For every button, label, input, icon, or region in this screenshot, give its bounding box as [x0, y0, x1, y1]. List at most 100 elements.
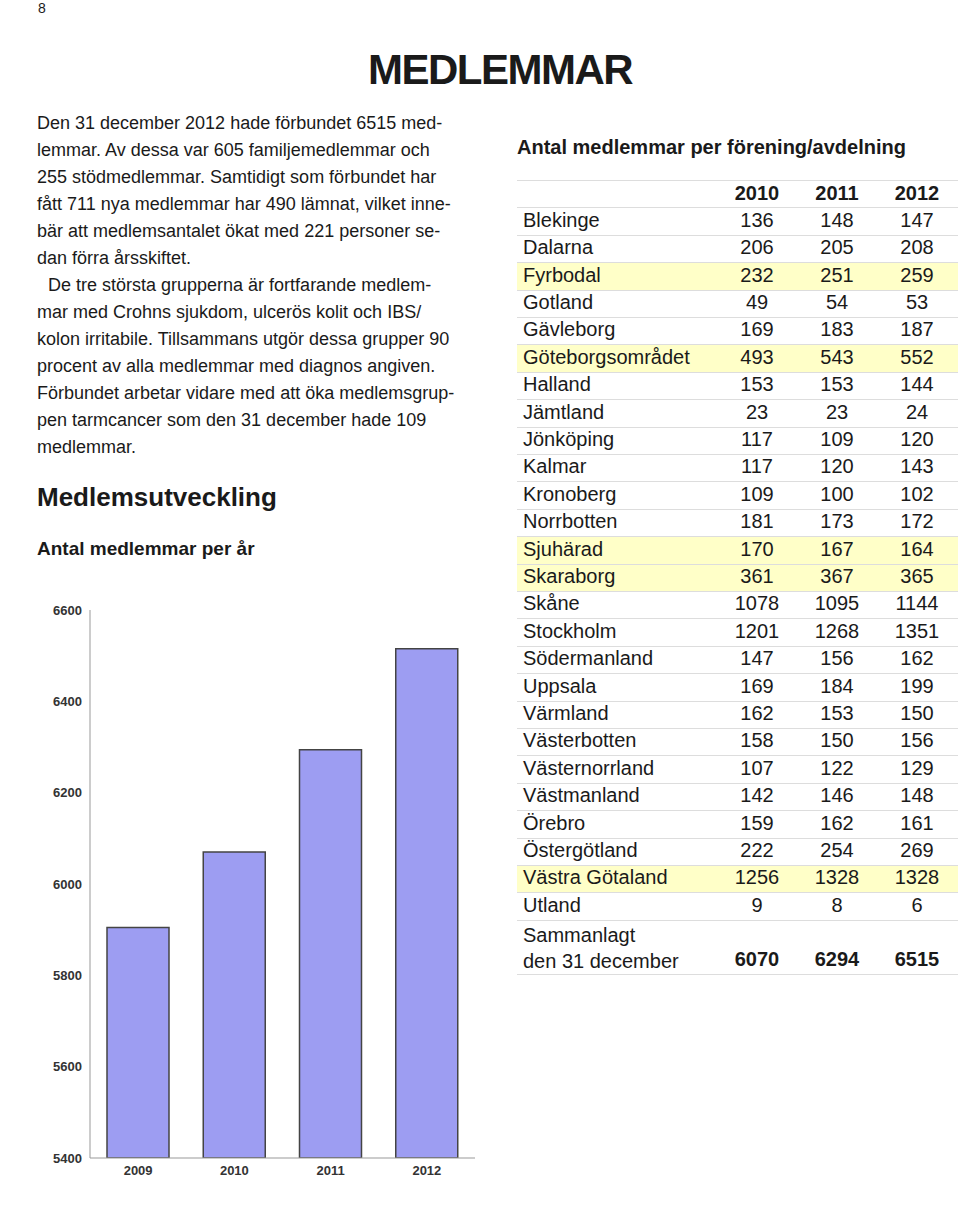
html-text:173: 173 — [820, 510, 854, 533]
html-text:150: 150 — [820, 729, 854, 752]
html-text:Västerbotten: Västerbotten — [523, 729, 637, 752]
html-text:102: 102 — [900, 482, 934, 505]
html-text:Dalarna: Dalarna — [523, 236, 593, 259]
html-text:161: 161 — [900, 811, 934, 834]
html-text:199: 199 — [900, 674, 934, 697]
html-text:144: 144 — [900, 373, 934, 396]
html-text:129: 129 — [900, 756, 934, 779]
html-text:120: 120 — [820, 455, 854, 478]
html-text:1201: 1201 — [734, 619, 780, 642]
html-text:1095: 1095 — [814, 592, 860, 615]
html-text:Blekinge: Blekinge — [523, 208, 600, 231]
html-text:493: 493 — [740, 345, 774, 368]
html-text:208: 208 — [900, 236, 934, 259]
html-text:159: 159 — [740, 811, 774, 834]
html-text:Sammanlagt: Sammanlagt — [523, 923, 636, 946]
html-text:206: 206 — [740, 236, 774, 259]
html-text:Utland: Utland — [523, 893, 581, 916]
html-text:147: 147 — [740, 647, 774, 670]
html-text:170: 170 — [740, 537, 774, 560]
html-text:1256: 1256 — [734, 866, 780, 889]
html-text:148: 148 — [820, 208, 854, 231]
html-text:181: 181 — [740, 510, 774, 533]
html-text:Västmanland: Västmanland — [523, 784, 640, 807]
html-text:167: 167 — [820, 537, 854, 560]
html-text:23: 23 — [745, 400, 769, 423]
html-text:156: 156 — [900, 729, 934, 752]
html-text:Fyrbodal: Fyrbodal — [523, 263, 601, 286]
svg-text:2012: 2012 — [412, 1163, 441, 1178]
html-text:24: 24 — [905, 400, 929, 423]
html-text:2012: 2012 — [894, 182, 940, 205]
html-text:1328: 1328 — [814, 866, 860, 889]
html-text:den 31 december: den 31 december — [523, 949, 679, 972]
html-text:552: 552 — [900, 345, 934, 368]
html-text:147: 147 — [900, 208, 934, 231]
html-text:107: 107 — [740, 756, 774, 779]
html-text:158: 158 — [740, 729, 774, 752]
html-text:Västernorrland: Västernorrland — [523, 756, 655, 779]
html-text:122: 122 — [820, 756, 854, 779]
html-text:183: 183 — [820, 318, 854, 341]
html-text:543: 543 — [820, 345, 854, 368]
html-text:172: 172 — [900, 510, 934, 533]
svg-text:6000: 6000 — [53, 877, 82, 892]
svg-text:5800: 5800 — [53, 968, 82, 983]
html-text:146: 146 — [820, 784, 854, 807]
html-text:Västra Götaland: Västra Götaland — [523, 866, 668, 889]
html-text:6070: 6070 — [734, 947, 780, 970]
html-text:109: 109 — [740, 482, 774, 505]
html-text:Sjuhärad: Sjuhärad — [523, 537, 604, 560]
svg-text:6600: 6600 — [53, 603, 82, 618]
html-text:Uppsala: Uppsala — [523, 674, 597, 697]
html-text:Stockholm: Stockholm — [523, 619, 617, 642]
svg-text:2011: 2011 — [317, 1163, 345, 1178]
html-text:Kalmar: Kalmar — [523, 455, 587, 478]
html-text:187: 187 — [900, 318, 934, 341]
html-text:169: 169 — [740, 318, 774, 341]
html-text:153: 153 — [820, 373, 854, 396]
html-text:Gävleborg: Gävleborg — [523, 318, 616, 341]
html-text:148: 148 — [900, 784, 934, 807]
html-text:153: 153 — [740, 373, 774, 396]
html-text:169: 169 — [740, 674, 774, 697]
html-text:251: 251 — [820, 263, 854, 286]
html-text:184: 184 — [820, 674, 854, 697]
html-text:Medlemsutveckling: Medlemsutveckling — [37, 482, 277, 512]
html-text:162: 162 — [820, 811, 854, 834]
html-text:Norrbotten: Norrbotten — [523, 510, 618, 533]
html-text:232: 232 — [740, 263, 774, 286]
html-text:164: 164 — [900, 537, 934, 560]
html-text:1268: 1268 — [814, 619, 860, 642]
svg-text:6200: 6200 — [53, 785, 82, 800]
html-text:MEDLEMMAR: MEDLEMMAR — [368, 46, 633, 93]
html-text:100: 100 — [820, 482, 854, 505]
html-text:Jämtland: Jämtland — [523, 400, 605, 423]
html-text:23: 23 — [825, 400, 849, 423]
html-text:2010: 2010 — [734, 182, 780, 205]
html-text:Kronoberg: Kronoberg — [523, 482, 617, 505]
svg-text:5400: 5400 — [53, 1151, 82, 1166]
svg-text:2010: 2010 — [220, 1163, 249, 1178]
html-text:142: 142 — [740, 784, 774, 807]
html-text:205: 205 — [820, 236, 854, 259]
html-text:117: 117 — [741, 455, 773, 478]
html-text:259: 259 — [900, 263, 934, 286]
html-text:Göteborgsområdet: Göteborgsområdet — [523, 345, 690, 368]
html-text:Södermanland: Södermanland — [523, 647, 654, 670]
html-text:136: 136 — [740, 208, 774, 231]
html-text:156: 156 — [820, 647, 854, 670]
html-text:Skåne: Skåne — [523, 592, 580, 615]
svg-text:2009: 2009 — [124, 1163, 153, 1178]
html-text:1351: 1351 — [894, 619, 940, 642]
html-text:1144: 1144 — [895, 592, 939, 615]
html-text:1328: 1328 — [894, 866, 940, 889]
html-text:1078: 1078 — [734, 592, 780, 615]
svg-text:5600: 5600 — [53, 1059, 82, 1074]
html-text:143: 143 — [900, 455, 934, 478]
html-text:Halland: Halland — [523, 373, 591, 396]
svg-text:6400: 6400 — [53, 694, 82, 709]
html-text:Örebro: Örebro — [523, 811, 586, 834]
html-text:162: 162 — [900, 647, 934, 670]
html-text:2011: 2011 — [815, 182, 859, 205]
